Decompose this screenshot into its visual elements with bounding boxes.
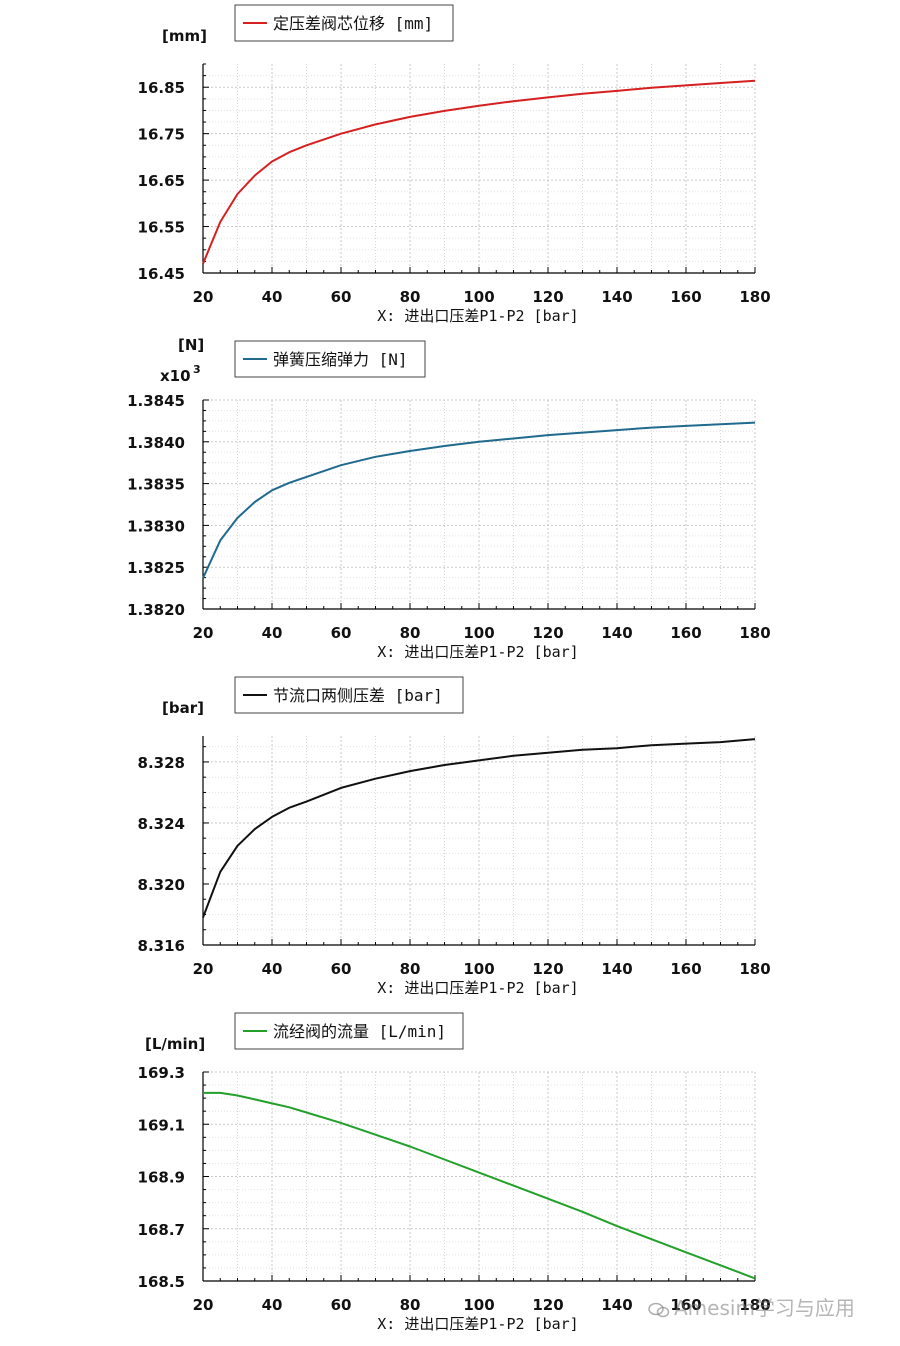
y-unit-label: [mm] (162, 27, 207, 45)
x-tick-label: 120 (532, 624, 563, 642)
x-tick-label: 100 (463, 1296, 494, 1314)
x-tick-label: 60 (331, 1296, 352, 1314)
x-tick-label: 180 (739, 624, 770, 642)
chart-panel-2: 1.3820 1.3825 1.3830 1.3835 1.3840 1.3845 20 40… (127, 336, 771, 661)
y-tick-label: 1.3835 (127, 476, 185, 494)
legend-label: 定压差阀芯位移 [mm] (273, 14, 433, 33)
x-axis-title: X: 进出口压差P1-P2 [bar] (377, 307, 578, 325)
x-tick-label: 160 (670, 624, 701, 642)
x-tick-label: 160 (670, 1296, 701, 1314)
x-axis-title: X: 进出口压差P1-P2 [bar] (377, 643, 578, 661)
y-tick-label: 8.324 (138, 815, 185, 833)
y-unit-label: [L/min] (145, 1035, 205, 1053)
series-line (202, 738, 756, 918)
y-tick-label: 168.5 (138, 1273, 185, 1291)
x-tick-label: 160 (670, 288, 701, 306)
x-tick-label: 160 (670, 960, 701, 978)
x-tick-label: 120 (532, 288, 563, 306)
y-tick-label: 16.55 (138, 219, 185, 237)
x-axis-title: X: 进出口压差P1-P2 [bar] (377, 1315, 578, 1333)
y-tick-label: 1.3845 (127, 392, 185, 410)
y-tick-label: 16.75 (138, 126, 185, 144)
y-tick-label: 168.7 (138, 1221, 185, 1239)
y-tick-label: 8.328 (138, 754, 185, 772)
series-line (202, 421, 756, 579)
watermark: Amesim学习与应用 (648, 1292, 855, 1321)
x-tick-label: 40 (262, 288, 283, 306)
x-tick-label: 80 (400, 1296, 421, 1314)
x-tick-label: 140 (601, 1296, 632, 1314)
y-tick-label: 168.9 (138, 1169, 185, 1187)
x-tick-label: 80 (400, 288, 421, 306)
x-tick-label: 140 (601, 624, 632, 642)
legend-label: 流经阀的流量 [L/min] (273, 1022, 446, 1041)
y-unit-label: [bar] (162, 699, 204, 717)
y-unit-label: [N] (178, 336, 204, 354)
x-tick-label: 100 (463, 960, 494, 978)
y-tick-label: 1.3840 (127, 434, 185, 452)
x-tick-label: 80 (400, 960, 421, 978)
y-tick-label: 1.3830 (127, 517, 185, 535)
x-tick-label: 40 (262, 624, 283, 642)
x-tick-label: 180 (739, 288, 770, 306)
x-tick-label: 20 (193, 288, 214, 306)
x-tick-label: 40 (262, 1296, 283, 1314)
x-tick-label: 180 (739, 1296, 770, 1314)
y-tick-label: 1.3825 (127, 559, 185, 577)
x-tick-label: 180 (739, 960, 770, 978)
chart-panel-1: 16.45 16.55 16.65 16.75 16.85 20 40 60 80 100 120 1… (138, 4, 771, 325)
legend-label: 弹簧压缩弹力 [N] (273, 350, 408, 369)
legend-label: 节流口两侧压差 [bar] (273, 686, 443, 705)
wechat-icon (648, 1302, 670, 1317)
legend-box (234, 676, 464, 714)
legend-box (234, 1012, 464, 1050)
x-tick-label: 100 (463, 624, 494, 642)
x-tick-label: 60 (331, 960, 352, 978)
y-tick-label: 169.1 (138, 1116, 185, 1134)
x-axis-title: X: 进出口压差P1-P2 [bar] (377, 979, 578, 997)
x-tick-label: 20 (193, 1296, 214, 1314)
y-tick-label: 8.320 (138, 876, 185, 894)
series-line (203, 1091, 756, 1280)
y-tick-label: 16.45 (138, 265, 185, 283)
x-tick-label: 140 (601, 288, 632, 306)
y-multiplier-label: x10 (160, 367, 191, 385)
x-tick-label: 120 (532, 1296, 563, 1314)
chart-panel-4: 168.5 168.7 168.9 169.1 169.3 20 40 60 80 100 120 1… (138, 1012, 771, 1333)
x-tick-label: 60 (331, 288, 352, 306)
y-tick-label: 16.85 (138, 79, 185, 97)
x-tick-label: 120 (532, 960, 563, 978)
y-tick-label: 169.3 (138, 1064, 185, 1082)
x-tick-label: 40 (262, 960, 283, 978)
x-tick-label: 20 (193, 960, 214, 978)
y-multiplier-exponent: 3 (193, 363, 201, 376)
watermark-text: Amesim学习与应用 (674, 1296, 855, 1320)
legend-box (234, 4, 454, 42)
series-line (202, 79, 756, 265)
x-tick-label: 60 (331, 624, 352, 642)
y-tick-label: 1.3820 (127, 601, 185, 619)
x-tick-label: 80 (400, 624, 421, 642)
y-tick-label: 16.65 (138, 172, 185, 190)
x-tick-label: 20 (193, 624, 214, 642)
chart-panel-3: 8.316 8.320 8.324 8.328 20 40 60 80 100 120 140 160… (138, 676, 771, 997)
x-tick-label: 100 (463, 288, 494, 306)
x-tick-label: 140 (601, 960, 632, 978)
y-tick-label: 8.316 (138, 937, 185, 955)
